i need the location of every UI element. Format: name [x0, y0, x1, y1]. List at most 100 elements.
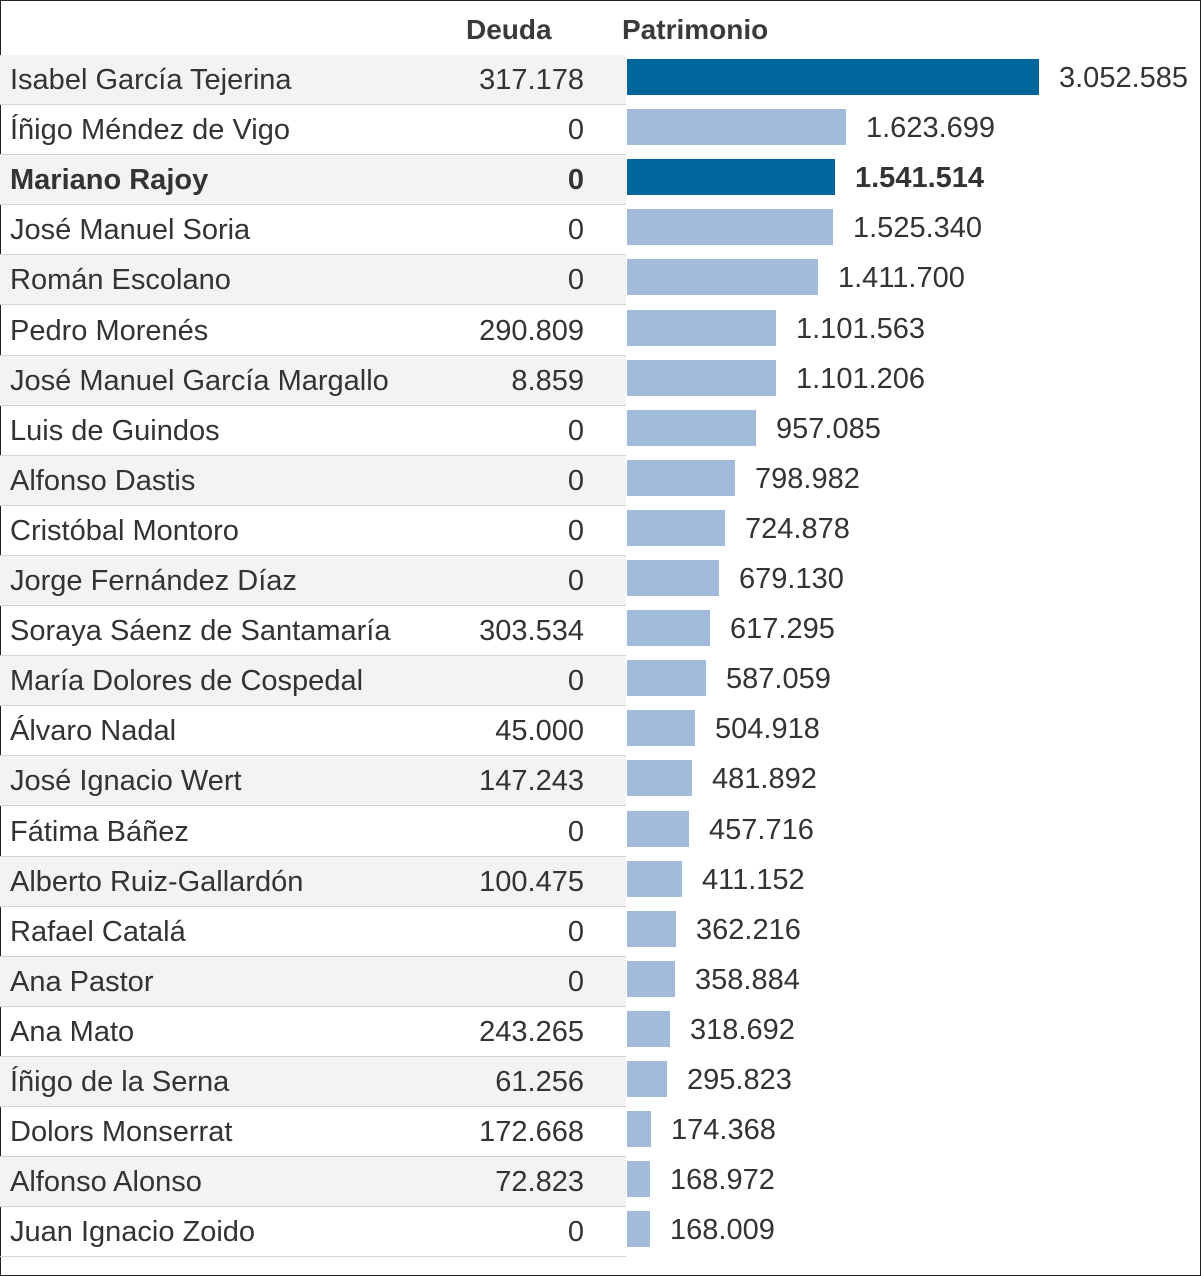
patrimonio-data-label: 1.541.514 — [855, 162, 985, 195]
patrimonio-data-label: 617.295 — [730, 613, 835, 646]
row-deuda-value: 172.668 — [479, 1116, 584, 1149]
row-deuda-value: 0 — [567, 965, 584, 998]
row-background — [0, 1057, 626, 1107]
row-deuda-value: 8.859 — [511, 364, 584, 397]
patrimonio-data-label: 679.130 — [739, 563, 844, 595]
table-row: Jorge Fernández Díaz 0 679.130 — [0, 556, 1201, 606]
patrimonio-data-label: 358.884 — [695, 963, 800, 996]
row-name: Mariano Rajoy — [10, 164, 209, 197]
table-row: Alfonso Alonso 72.823 168.972 — [0, 1157, 1201, 1208]
patrimonio-bar — [627, 109, 846, 146]
row-deuda-value: 243.265 — [479, 1015, 584, 1048]
patrimonio-data-label: 168.972 — [670, 1164, 775, 1197]
patrimonio-bar — [627, 1111, 651, 1148]
patrimonio-bar — [627, 209, 833, 246]
row-name: Jorge Fernández Díaz — [10, 565, 297, 597]
table-row: Cristóbal Montoro 0 724.878 — [0, 506, 1201, 556]
row-deuda-value: 0 — [567, 915, 584, 948]
row-background — [0, 155, 626, 206]
row-name: Cristóbal Montoro — [10, 514, 239, 547]
row-deuda-value: 0 — [567, 214, 584, 247]
row-deuda-value: 0 — [567, 414, 584, 447]
row-background — [0, 856, 626, 907]
row-background — [0, 255, 626, 306]
row-deuda-value: 72.823 — [495, 1166, 584, 1199]
patrimonio-bar — [627, 860, 682, 897]
table-row: Alberto Ruiz-Gallardón 100.475 411.152 — [0, 856, 1201, 907]
patrimonio-bar — [627, 560, 719, 596]
row-background — [0, 205, 626, 256]
table-row: José Manuel García Margallo 8.859 1.101.20… — [0, 355, 1201, 406]
patrimonio-data-label: 957.085 — [776, 412, 881, 445]
table-row: José Manuel Soria 0 1.525.340 — [0, 205, 1201, 256]
row-name: Fátima Báñez — [10, 815, 189, 848]
patrimonio-data-label: 318.692 — [690, 1013, 795, 1046]
table-row: Soraya Sáenz de Santamaría 303.534 617.295 — [0, 606, 1201, 657]
patrimonio-data-label: 362.216 — [696, 913, 801, 946]
table-row: Isabel García Tejerina 317.178 3.052.585 — [0, 55, 1201, 105]
row-name: Rafael Catalá — [10, 915, 186, 948]
column-header-deuda: Deuda — [466, 14, 552, 45]
row-deuda-value: 303.534 — [479, 615, 584, 648]
row-name: Juan Ignacio Zoido — [10, 1216, 256, 1249]
row-deuda-value: 147.243 — [479, 765, 584, 798]
row-name: Íñigo Méndez de Vigo — [10, 114, 291, 147]
row-deuda-value: 0 — [567, 164, 584, 197]
patrimonio-bar — [627, 159, 835, 196]
row-deuda-value: 100.475 — [479, 865, 584, 898]
row-background — [0, 355, 626, 406]
patrimonio-bar — [627, 960, 675, 997]
row-name: Íñigo de la Serna — [10, 1066, 230, 1098]
patrimonio-bar — [627, 1061, 667, 1097]
row-background — [0, 706, 626, 757]
patrimonio-bar — [627, 59, 1039, 95]
patrimonio-data-label: 1.101.563 — [796, 312, 926, 345]
patrimonio-bar — [627, 1211, 650, 1248]
row-name: José Manuel García Margallo — [10, 364, 389, 397]
table-row: Íñigo de la Serna 61.256 295.823 — [0, 1057, 1201, 1107]
patrimonio-bar — [627, 459, 735, 496]
patrimonio-data-label: 174.368 — [671, 1114, 776, 1147]
table-row: Pedro Morenés 290.809 1.101.563 — [0, 306, 1201, 356]
row-background — [0, 606, 626, 657]
patrimonio-data-label: 1.411.700 — [838, 262, 965, 295]
patrimonio-bar — [627, 710, 695, 747]
table-row: Román Escolano 0 1.411.700 — [0, 255, 1201, 306]
row-background — [0, 105, 626, 156]
row-background — [0, 306, 626, 356]
row-name: José Ignacio Wert — [10, 765, 242, 798]
row-name: José Manuel Soria — [10, 214, 251, 247]
patrimonio-bar — [627, 309, 776, 346]
patrimonio-bar — [627, 259, 818, 296]
patrimonio-bar — [627, 409, 756, 446]
table-row: Álvaro Nadal 45.000 504.918 — [0, 706, 1201, 757]
row-background — [0, 1157, 626, 1208]
row-name: Ana Mato — [10, 1015, 135, 1048]
row-background — [0, 956, 626, 1007]
table-row: Ana Pastor 0 358.884 — [0, 956, 1201, 1007]
patrimonio-data-label: 3.052.585 — [1059, 62, 1189, 94]
patrimonio-bar — [627, 610, 710, 647]
table-row: Dolors Monserrat 172.668 174.368 — [0, 1107, 1201, 1158]
row-background — [0, 455, 626, 506]
patrimonio-bar — [627, 1010, 670, 1047]
row-deuda-value: 0 — [567, 464, 584, 497]
row-background — [0, 756, 626, 807]
table-row: Mariano Rajoy 0 1.541.514 — [0, 155, 1201, 206]
row-background — [0, 1207, 626, 1258]
patrimonio-data-label: 168.009 — [670, 1214, 775, 1247]
patrimonio-bar — [627, 1161, 650, 1198]
column-header-patrimonio: Patrimonio — [622, 14, 769, 45]
patrimonio-data-label: 295.823 — [687, 1064, 792, 1096]
patrimonio-data-label: 587.059 — [726, 663, 831, 696]
table-row: María Dolores de Cospedal 0 587.059 — [0, 656, 1201, 707]
patrimonio-bar — [627, 509, 725, 546]
row-background — [0, 406, 626, 456]
row-background — [0, 656, 626, 707]
patrimonio-bar — [627, 359, 776, 396]
patrimonio-bar — [627, 810, 689, 847]
patrimonio-data-label: 1.623.699 — [866, 112, 996, 145]
row-background — [0, 907, 626, 957]
row-name: Álvaro Nadal — [10, 715, 177, 748]
